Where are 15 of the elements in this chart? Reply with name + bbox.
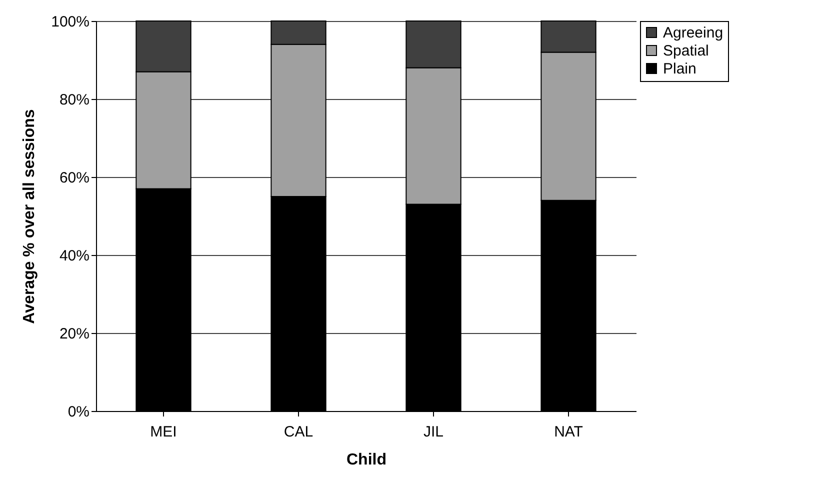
y-tick-label: 40%: [59, 248, 90, 264]
y-tick-label: 0%: [68, 404, 90, 420]
legend-label: Agreeing: [663, 24, 724, 42]
legend-label: Spatial: [663, 42, 709, 60]
y-tick-label: 80%: [59, 92, 90, 108]
x-tick-label: JIL: [423, 424, 444, 440]
y-tick-label: 60%: [59, 170, 90, 186]
y-tick-label: 20%: [59, 326, 90, 342]
x-tick-label: MEI: [150, 424, 177, 440]
y-axis-title: Average % over all sessions: [21, 109, 38, 324]
x-tick-label: CAL: [284, 424, 314, 440]
legend-label: Plain: [663, 60, 696, 78]
x-axis-title: Child: [346, 452, 386, 468]
x-tick-label: NAT: [554, 424, 583, 440]
y-tick-label: 100%: [51, 14, 90, 30]
